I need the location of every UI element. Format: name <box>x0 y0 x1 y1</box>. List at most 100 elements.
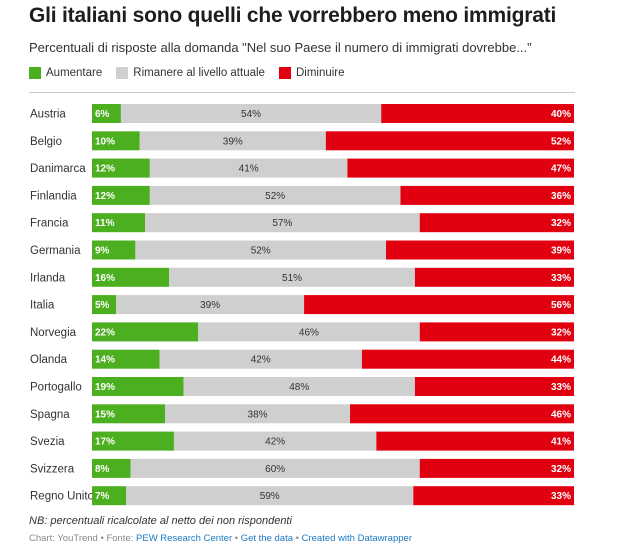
bar-aumentare-norvegia[interactable] <box>92 322 199 342</box>
legend: Aumentare Rimanere al livello attuale Di… <box>29 67 359 79</box>
chart-note: NB: percentuali ricalcolate al netto dei… <box>29 515 292 527</box>
bar-aumentare-olanda[interactable] <box>92 349 160 369</box>
category-label-finlandia: Finlandia <box>30 190 77 202</box>
bar-aumentare-belgio[interactable] <box>92 131 140 151</box>
legend-swatch-diminuire <box>278 67 291 79</box>
bar-aumentare-regno-unito[interactable] <box>92 486 127 506</box>
bar-diminuire-germania[interactable] <box>386 240 574 260</box>
bar-aumentare-austria[interactable] <box>92 104 121 123</box>
value-label-rimanere-svezia: 42% <box>265 437 285 448</box>
value-label-rimanere-svizzera: 60% <box>265 464 285 475</box>
bar-aumentare-svizzera[interactable] <box>92 458 131 478</box>
value-label-aumentare-svizzera: 8% <box>95 464 110 475</box>
bar-rimanere-norvegia[interactable] <box>198 322 420 342</box>
value-label-aumentare-francia: 11% <box>95 218 115 229</box>
legend-swatch-rimanere <box>116 67 129 79</box>
bar-rimanere-italia[interactable] <box>116 295 305 315</box>
bar-diminuire-austria[interactable] <box>381 104 574 123</box>
value-label-diminuire-norvegia: 32% <box>551 327 571 338</box>
value-label-aumentare-norvegia: 22% <box>95 327 115 338</box>
category-label-danimarca: Danimarca <box>30 163 86 175</box>
bar-diminuire-francia[interactable] <box>419 213 574 233</box>
bar-aumentare-francia[interactable] <box>92 213 146 233</box>
value-label-aumentare-danimarca: 12% <box>95 164 115 175</box>
bar-diminuire-belgio[interactable] <box>325 131 574 151</box>
bar-rimanere-francia[interactable] <box>145 213 420 233</box>
bar-rimanere-belgio[interactable] <box>139 131 326 151</box>
value-label-aumentare-olanda: 14% <box>95 355 115 366</box>
value-label-diminuire-francia: 32% <box>551 218 571 229</box>
get-the-data-link[interactable]: Get the data <box>240 533 294 544</box>
category-label-belgio: Belgio <box>30 136 62 148</box>
bar-diminuire-olanda[interactable] <box>361 349 574 369</box>
category-label-portogallo: Portogallo <box>30 382 82 394</box>
value-label-aumentare-spagna: 15% <box>95 409 115 420</box>
bar-rimanere-austria[interactable] <box>120 104 382 123</box>
value-label-aumentare-irlanda: 16% <box>95 273 115 284</box>
bar-rimanere-regno-unito[interactable] <box>126 486 414 506</box>
value-label-diminuire-regno-unito: 33% <box>551 491 571 502</box>
bar-diminuire-spagna[interactable] <box>350 404 574 424</box>
value-label-rimanere-spagna: 38% <box>248 409 268 420</box>
legend-label-diminuire: Diminuire <box>295 67 345 79</box>
value-label-rimanere-finlandia: 52% <box>265 191 285 202</box>
chart-footer: Chart: YouTrend • Fonte: PEW Research Ce… <box>29 533 412 544</box>
footer-separator: • <box>293 533 302 544</box>
legend-label-rimanere: Rimanere al livello attuale <box>133 67 265 79</box>
bar-rimanere-svezia[interactable] <box>173 431 377 451</box>
bar-aumentare-danimarca[interactable] <box>92 158 150 178</box>
bar-rimanere-finlandia[interactable] <box>149 185 401 205</box>
value-label-rimanere-regno-unito: 59% <box>260 491 280 502</box>
bar-aumentare-finlandia[interactable] <box>92 185 150 205</box>
category-label-svizzera: Svizzera <box>30 463 75 475</box>
bar-diminuire-regno-unito[interactable] <box>413 486 574 506</box>
value-label-rimanere-portogallo: 48% <box>289 382 309 393</box>
value-label-rimanere-norvegia: 46% <box>299 327 319 338</box>
bar-diminuire-svizzera[interactable] <box>419 458 574 478</box>
bar-rimanere-germania[interactable] <box>135 240 387 260</box>
value-label-aumentare-svezia: 17% <box>95 437 115 448</box>
value-label-diminuire-spagna: 46% <box>551 409 571 420</box>
bar-diminuire-norvegia[interactable] <box>419 322 574 342</box>
bar-aumentare-germania[interactable] <box>92 240 136 260</box>
value-label-diminuire-germania: 39% <box>551 246 571 257</box>
value-label-rimanere-belgio: 39% <box>223 136 243 147</box>
bar-aumentare-svezia[interactable] <box>92 431 174 451</box>
bar-rimanere-danimarca[interactable] <box>149 158 348 178</box>
footer-credit: Chart: YouTrend • Fonte: <box>29 533 137 544</box>
datawrapper-link[interactable]: Created with Datawrapper <box>301 533 412 544</box>
category-label-germania: Germania <box>30 245 81 257</box>
category-label-italia: Italia <box>30 300 55 312</box>
value-label-diminuire-irlanda: 33% <box>551 273 571 284</box>
value-label-diminuire-svezia: 41% <box>551 437 571 448</box>
value-label-rimanere-francia: 57% <box>272 218 292 229</box>
bar-diminuire-danimarca[interactable] <box>347 158 574 178</box>
bar-aumentare-spagna[interactable] <box>92 404 166 424</box>
category-label-austria: Austria <box>30 109 66 121</box>
bar-rimanere-spagna[interactable] <box>165 404 351 424</box>
header-divider <box>29 92 575 93</box>
bar-rimanere-olanda[interactable] <box>159 349 362 369</box>
bar-diminuire-finlandia[interactable] <box>400 185 574 205</box>
category-label-olanda: Olanda <box>30 354 68 366</box>
value-label-rimanere-olanda: 42% <box>251 355 271 366</box>
bar-rimanere-portogallo[interactable] <box>183 377 415 396</box>
value-label-diminuire-portogallo: 33% <box>551 382 571 393</box>
bar-aumentare-portogallo[interactable] <box>92 377 184 396</box>
footer-source-link[interactable]: PEW Research Center <box>136 533 233 544</box>
bar-diminuire-irlanda[interactable] <box>414 267 574 287</box>
bar-diminuire-portogallo[interactable] <box>414 377 574 396</box>
value-label-diminuire-finlandia: 36% <box>551 191 571 202</box>
bar-rimanere-irlanda[interactable] <box>169 267 415 287</box>
value-label-rimanere-danimarca: 41% <box>239 164 259 175</box>
category-label-regno-unito: Regno Unito <box>30 491 94 503</box>
legend-item-diminuire: Diminuire <box>278 67 345 79</box>
value-label-diminuire-italia: 56% <box>551 300 571 311</box>
bar-aumentare-italia[interactable] <box>92 295 117 315</box>
bar-aumentare-irlanda[interactable] <box>92 267 170 287</box>
bar-diminuire-italia[interactable] <box>304 295 574 315</box>
bar-rimanere-svizzera[interactable] <box>130 458 420 478</box>
value-label-rimanere-italia: 39% <box>200 300 220 311</box>
footer-separator: • <box>232 533 241 544</box>
bar-diminuire-svezia[interactable] <box>376 431 574 451</box>
